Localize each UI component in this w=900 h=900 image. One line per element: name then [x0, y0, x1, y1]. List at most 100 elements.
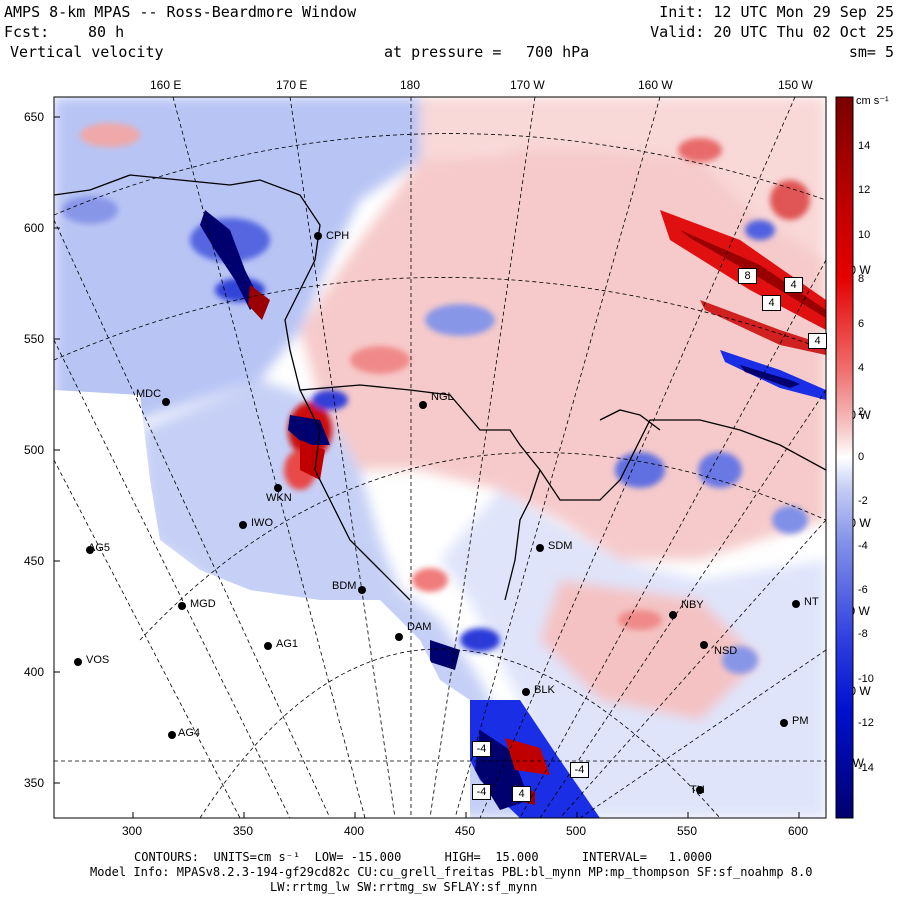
contour-value-label: 4: [512, 786, 531, 802]
pressure-label: at pressure =: [384, 43, 502, 61]
lon-label-right: 140 W: [836, 263, 871, 277]
station-marker: [314, 232, 322, 240]
station-label: AG4: [178, 727, 201, 739]
station-label: AG1: [276, 638, 299, 650]
colorbar-tick-label: 8: [858, 273, 865, 285]
station-label: BDM: [332, 580, 357, 592]
colorbar-tick-label: -4: [858, 540, 868, 552]
colorbar-tick-label: 4: [858, 362, 865, 374]
station-label: IWO: [251, 517, 273, 529]
station-marker: [239, 521, 247, 529]
lon-label-top: 160 E: [150, 78, 182, 92]
field-name: Vertical velocity: [10, 43, 164, 61]
contour-value-label: -4: [472, 784, 491, 800]
y-tick-label: 650: [24, 110, 45, 124]
lat-lon-grid: [54, 97, 826, 818]
y-tick-label: 600: [24, 221, 45, 235]
station-label: SDM: [548, 540, 573, 552]
station-label: NT: [804, 596, 819, 608]
axis-ticks: [54, 116, 800, 818]
forecast-hour: 80 h: [88, 23, 125, 41]
station-marker: [536, 544, 544, 552]
station-marker: [74, 658, 82, 666]
y-tick-label: 350: [24, 776, 45, 790]
lon-label-top: 180: [400, 78, 421, 92]
station-label: WKN: [266, 492, 292, 504]
colorbar-tick-label: -2: [858, 495, 868, 507]
x-tick-label: 550: [677, 824, 698, 838]
x-tick-label: 600: [788, 824, 809, 838]
station-label: BLK: [534, 684, 555, 696]
smoothing-value: sm= 5: [848, 43, 894, 61]
upward-motion-region: [540, 580, 760, 720]
x-tick-label: 400: [344, 824, 365, 838]
lon-label-right: 120 W: [836, 516, 871, 530]
x-tick-label: 450: [455, 824, 476, 838]
map-title: AMPS 8-km MPAS -- Ross-Beardmore Window: [4, 3, 357, 21]
contour-value-label: 4: [808, 333, 827, 349]
coastline: [54, 174, 826, 601]
physics-info: LW:rrtmg_lw SW:rrtmg_sw SFLAY:sf_mynn: [270, 880, 538, 894]
colorbar-tick-label: 12: [858, 184, 871, 196]
station-label: PM: [792, 715, 809, 727]
colorbar-tick-label: 2: [858, 406, 865, 418]
lon-label-top: 150 W: [778, 78, 813, 92]
station-label: NSD: [714, 645, 738, 657]
station-marker: [395, 633, 403, 641]
station-label: VOS: [86, 654, 110, 666]
lon-label-right: 130 W: [836, 408, 871, 422]
colorbar-tick-label: -8: [858, 628, 868, 640]
contour-value-label: -4: [472, 741, 491, 757]
station-marker: [178, 602, 186, 610]
colorbar-tick-label: -14: [858, 762, 874, 774]
missing-data-area: [54, 390, 470, 818]
contour-value-label: 4: [784, 277, 803, 293]
lon-label-top: 170 E: [276, 78, 308, 92]
colorbar-tick-label: -10: [858, 673, 874, 685]
station-marker: [358, 586, 366, 594]
station-marker: [264, 642, 272, 650]
colorbar-units: cm s⁻¹: [856, 95, 889, 107]
x-tick-label: 300: [122, 824, 143, 838]
station-marker: [168, 731, 176, 739]
colorbar-tick-label: 0: [858, 451, 865, 463]
y-tick-label: 400: [24, 665, 45, 679]
station-marker: [696, 786, 704, 794]
x-tick-label: 350: [233, 824, 254, 838]
contour-value-label: 8: [738, 268, 757, 284]
station-marker: [419, 401, 427, 409]
y-tick-label: 450: [24, 554, 45, 568]
model-info: Model Info: MPASv8.2.3-194-gf29cd82c CU:…: [90, 865, 813, 879]
station-label: MDC: [136, 388, 162, 400]
colorbar-tick-label: 14: [858, 140, 871, 152]
y-tick-label: 550: [24, 332, 45, 346]
lon-label-top: 160 W: [638, 78, 673, 92]
colorbar-tick-label: 6: [858, 318, 865, 330]
station-marker: [700, 641, 708, 649]
pressure-value: 700 hPa: [526, 43, 590, 61]
y-tick-label: 500: [24, 443, 45, 457]
station-label: DAM: [407, 621, 432, 633]
lon-label-right: 110 W: [836, 604, 870, 618]
station-marker: [792, 600, 800, 608]
lon-label-top: 170 W: [510, 78, 545, 92]
colorbar-tick-label: -6: [858, 584, 868, 596]
station-marker: [522, 688, 530, 696]
station-label: TH: [690, 784, 705, 796]
station-label: NGL: [431, 391, 454, 403]
station-marker: [669, 611, 677, 619]
colorbar-tick-label: -12: [858, 717, 874, 729]
contour-value-label: 4: [762, 295, 781, 311]
map-frame: [53, 96, 827, 819]
station-label: AG5: [88, 542, 111, 554]
station-label: CPH: [326, 230, 350, 242]
station-marker: [162, 398, 170, 406]
station-marker: [274, 484, 282, 492]
x-tick-label: 500: [566, 824, 587, 838]
station-marker: [780, 719, 788, 727]
init-time: Init: 12 UTC Mon 29 Sep 25: [659, 3, 894, 21]
station-label: NBY: [681, 599, 704, 611]
contour-value-label: -4: [570, 762, 589, 778]
colorbar-tick-label: 10: [858, 229, 871, 241]
